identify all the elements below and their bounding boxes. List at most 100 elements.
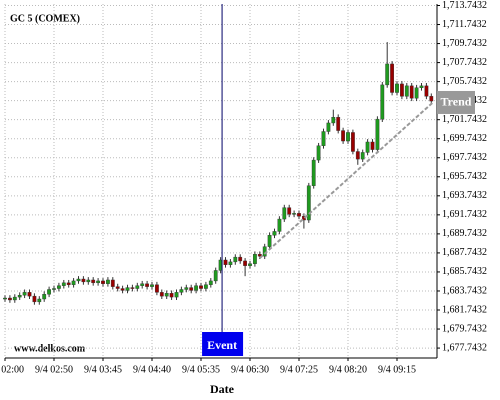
y-tick-label: 1,695.7432: [442, 171, 487, 182]
candle-body: [365, 141, 370, 153]
candle-body: [424, 85, 429, 97]
x-tick-label: 9/4 08:20: [329, 364, 367, 375]
candle-body: [194, 285, 198, 291]
candle-body: [110, 279, 115, 287]
candle-body: [355, 151, 360, 160]
candle-body: [199, 285, 203, 289]
y-tick-label: 1,697.7432: [442, 152, 487, 163]
candle-body: [306, 185, 311, 221]
candle-body: [159, 292, 164, 297]
trend-line: [259, 102, 433, 259]
candle-body: [52, 288, 56, 290]
candle-body: [32, 295, 37, 303]
candle-body: [248, 263, 252, 266]
candle-body: [272, 231, 277, 236]
candle-body: [233, 256, 238, 263]
x-tick-label: 9/4 03:45: [84, 364, 122, 375]
candle-body: [105, 279, 110, 284]
candle-body: [17, 294, 22, 298]
candle-body: [346, 132, 350, 142]
candle-body: [414, 87, 419, 99]
candle-body: [47, 289, 52, 295]
candle-body: [287, 207, 292, 215]
candle-body: [292, 213, 296, 215]
candle-body: [400, 83, 404, 97]
candle-body: [375, 118, 380, 150]
candle-body: [154, 284, 159, 293]
candle-body: [3, 297, 7, 300]
candle-body: [277, 218, 282, 232]
candle-body: [184, 287, 189, 290]
candle-body: [336, 117, 341, 131]
candle-body: [61, 282, 66, 286]
x-tick-label: 9/4 02:00: [0, 364, 24, 375]
candle-body: [404, 85, 409, 97]
candle-body: [316, 145, 321, 161]
y-tick-label: 1,709.7432: [442, 38, 487, 49]
candle-body: [22, 292, 27, 296]
watermark: www.delkos.com: [14, 343, 86, 354]
candle-body: [12, 296, 17, 301]
candle-body: [360, 152, 365, 160]
candle-body: [326, 122, 331, 132]
y-tick-label: 1,677.7432: [442, 342, 487, 353]
y-tick-label: 1,687.7432: [442, 247, 487, 258]
candle-body: [228, 261, 233, 265]
candle-body: [351, 132, 355, 152]
candle-body: [150, 284, 154, 287]
y-tick-label: 1,693.7432: [442, 190, 487, 201]
candle-body: [252, 254, 257, 264]
candle-body: [37, 298, 42, 303]
chart-title: GC 5 (COMEX): [10, 13, 80, 24]
x-tick-label: 9/4 02:50: [35, 364, 73, 375]
candle-body: [223, 259, 228, 265]
candle-body: [282, 207, 287, 220]
y-tick-label: 1,707.7432: [442, 57, 487, 68]
y-tick-label: 1,701.7432: [442, 114, 487, 125]
x-tick-label: 9/4 07:25: [280, 364, 318, 375]
candle-body: [57, 285, 61, 289]
candle-body: [42, 294, 47, 300]
candle-body: [213, 270, 218, 282]
candle-body: [380, 84, 385, 120]
candle-body: [243, 260, 247, 266]
y-tick-label: 1,705.7432: [442, 76, 487, 87]
trend-label: Trend: [441, 95, 472, 109]
y-tick-label: 1,713.7432: [442, 0, 487, 11]
candle-body: [66, 282, 71, 285]
candle-body: [81, 278, 86, 283]
y-tick-label: 1,691.7432: [442, 209, 487, 220]
y-tick-label: 1,685.7432: [442, 266, 487, 277]
candle-body: [96, 280, 101, 284]
y-tick-label: 1,679.7432: [442, 323, 487, 334]
x-tick-label: 9/4 06:30: [231, 364, 269, 375]
candle-body: [297, 213, 301, 217]
candle-body: [203, 284, 208, 289]
candle-body: [179, 289, 184, 293]
candle-body: [174, 292, 179, 298]
candle-body: [120, 288, 125, 291]
candle-body: [101, 280, 105, 284]
candle-body: [27, 292, 32, 297]
candle-body: [395, 83, 399, 93]
y-tick-label: 1,711.7432: [442, 19, 487, 30]
x-tick-label: 9/4 05:35: [182, 364, 220, 375]
y-tick-label: 1,689.7432: [442, 228, 487, 239]
candle-body: [169, 293, 174, 298]
candle-body: [385, 63, 390, 86]
candle-body: [71, 280, 76, 285]
candle-body: [370, 141, 375, 150]
candle-body: [267, 235, 272, 247]
candle-body: [208, 280, 213, 285]
candle-body: [164, 293, 169, 297]
candle-body: [311, 159, 316, 186]
candle-body: [409, 85, 414, 99]
trend-box: [437, 90, 475, 114]
candle-body: [189, 287, 194, 291]
candle-body: [91, 279, 96, 284]
candle-body: [145, 283, 149, 287]
candle-body: [331, 117, 336, 124]
candle-body: [238, 256, 243, 262]
candle-body: [130, 287, 135, 289]
